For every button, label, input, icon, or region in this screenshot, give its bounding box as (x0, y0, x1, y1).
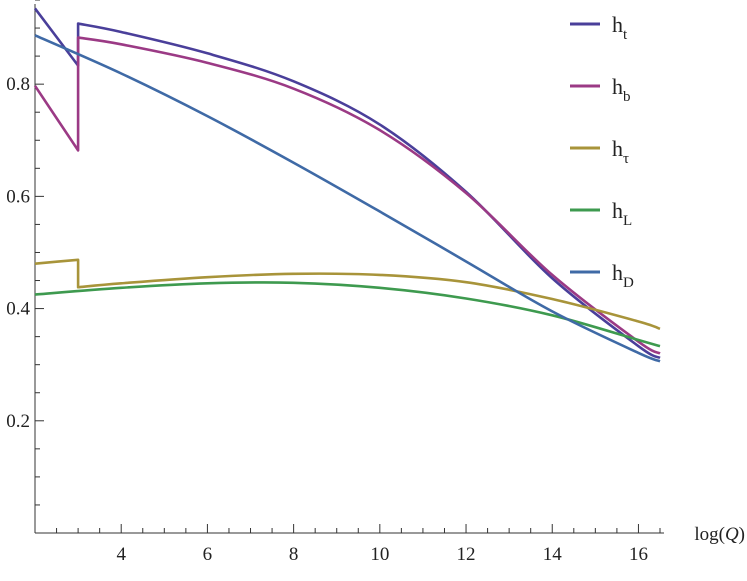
legend-label-base: h (612, 260, 623, 285)
legend-item: hτ (570, 136, 629, 167)
legend-label-base: h (612, 74, 623, 99)
legend-label-sub: L (623, 213, 632, 229)
legend-item: ht (570, 12, 628, 43)
legend-label: hτ (612, 136, 629, 167)
series-line-2 (34, 258, 661, 331)
legend-label-sub: t (623, 27, 628, 43)
axes: 4 6 8 10 12 14 16 0.2 0.4 0.6 0.8 (6, 0, 664, 565)
legend-item: hD (570, 260, 634, 291)
series-line-3 (34, 281, 661, 348)
y-tick-label: 0.6 (6, 186, 30, 207)
legend-label-sub: b (623, 89, 631, 105)
legend-label-base: h (612, 198, 623, 223)
x-axis-title-var: Q (725, 524, 739, 545)
x-axis-title-prefix: log( (694, 524, 725, 545)
x-tick-label: 16 (629, 544, 648, 565)
legend-item: hL (570, 198, 632, 229)
legend-label: ht (612, 12, 628, 43)
legend-label-base: h (612, 136, 623, 161)
legend-label: hD (612, 260, 634, 291)
x-tick-label: 10 (370, 544, 389, 565)
legend-label-base: h (612, 12, 623, 37)
x-axis-title: log(Q) (694, 524, 745, 545)
legend-label-sub: τ (623, 151, 629, 167)
legend-item: hb (570, 74, 631, 105)
x-tick-label: 14 (543, 544, 563, 565)
y-ticks: 0.2 0.4 0.6 0.8 (6, 0, 44, 506)
x-axis-title-suffix: ) (739, 524, 745, 545)
y-tick-label: 0.4 (6, 299, 30, 320)
legend-label: hb (612, 74, 631, 105)
x-tick-label: 4 (116, 544, 126, 565)
series-line-1 (33, 36, 661, 355)
y-tick-label: 0.2 (6, 411, 30, 432)
y-tick-label: 0.8 (6, 74, 30, 95)
legend-label: hL (612, 198, 632, 229)
series-layer (33, 7, 661, 363)
x-tick-label: 12 (457, 544, 476, 565)
legend-label-sub: D (623, 275, 634, 291)
series-line-4 (34, 34, 661, 363)
x-ticks: 4 6 8 10 12 14 16 (56, 524, 661, 565)
series-line-0 (33, 7, 661, 360)
x-tick-label: 6 (203, 544, 213, 565)
x-tick-label: 8 (289, 544, 299, 565)
